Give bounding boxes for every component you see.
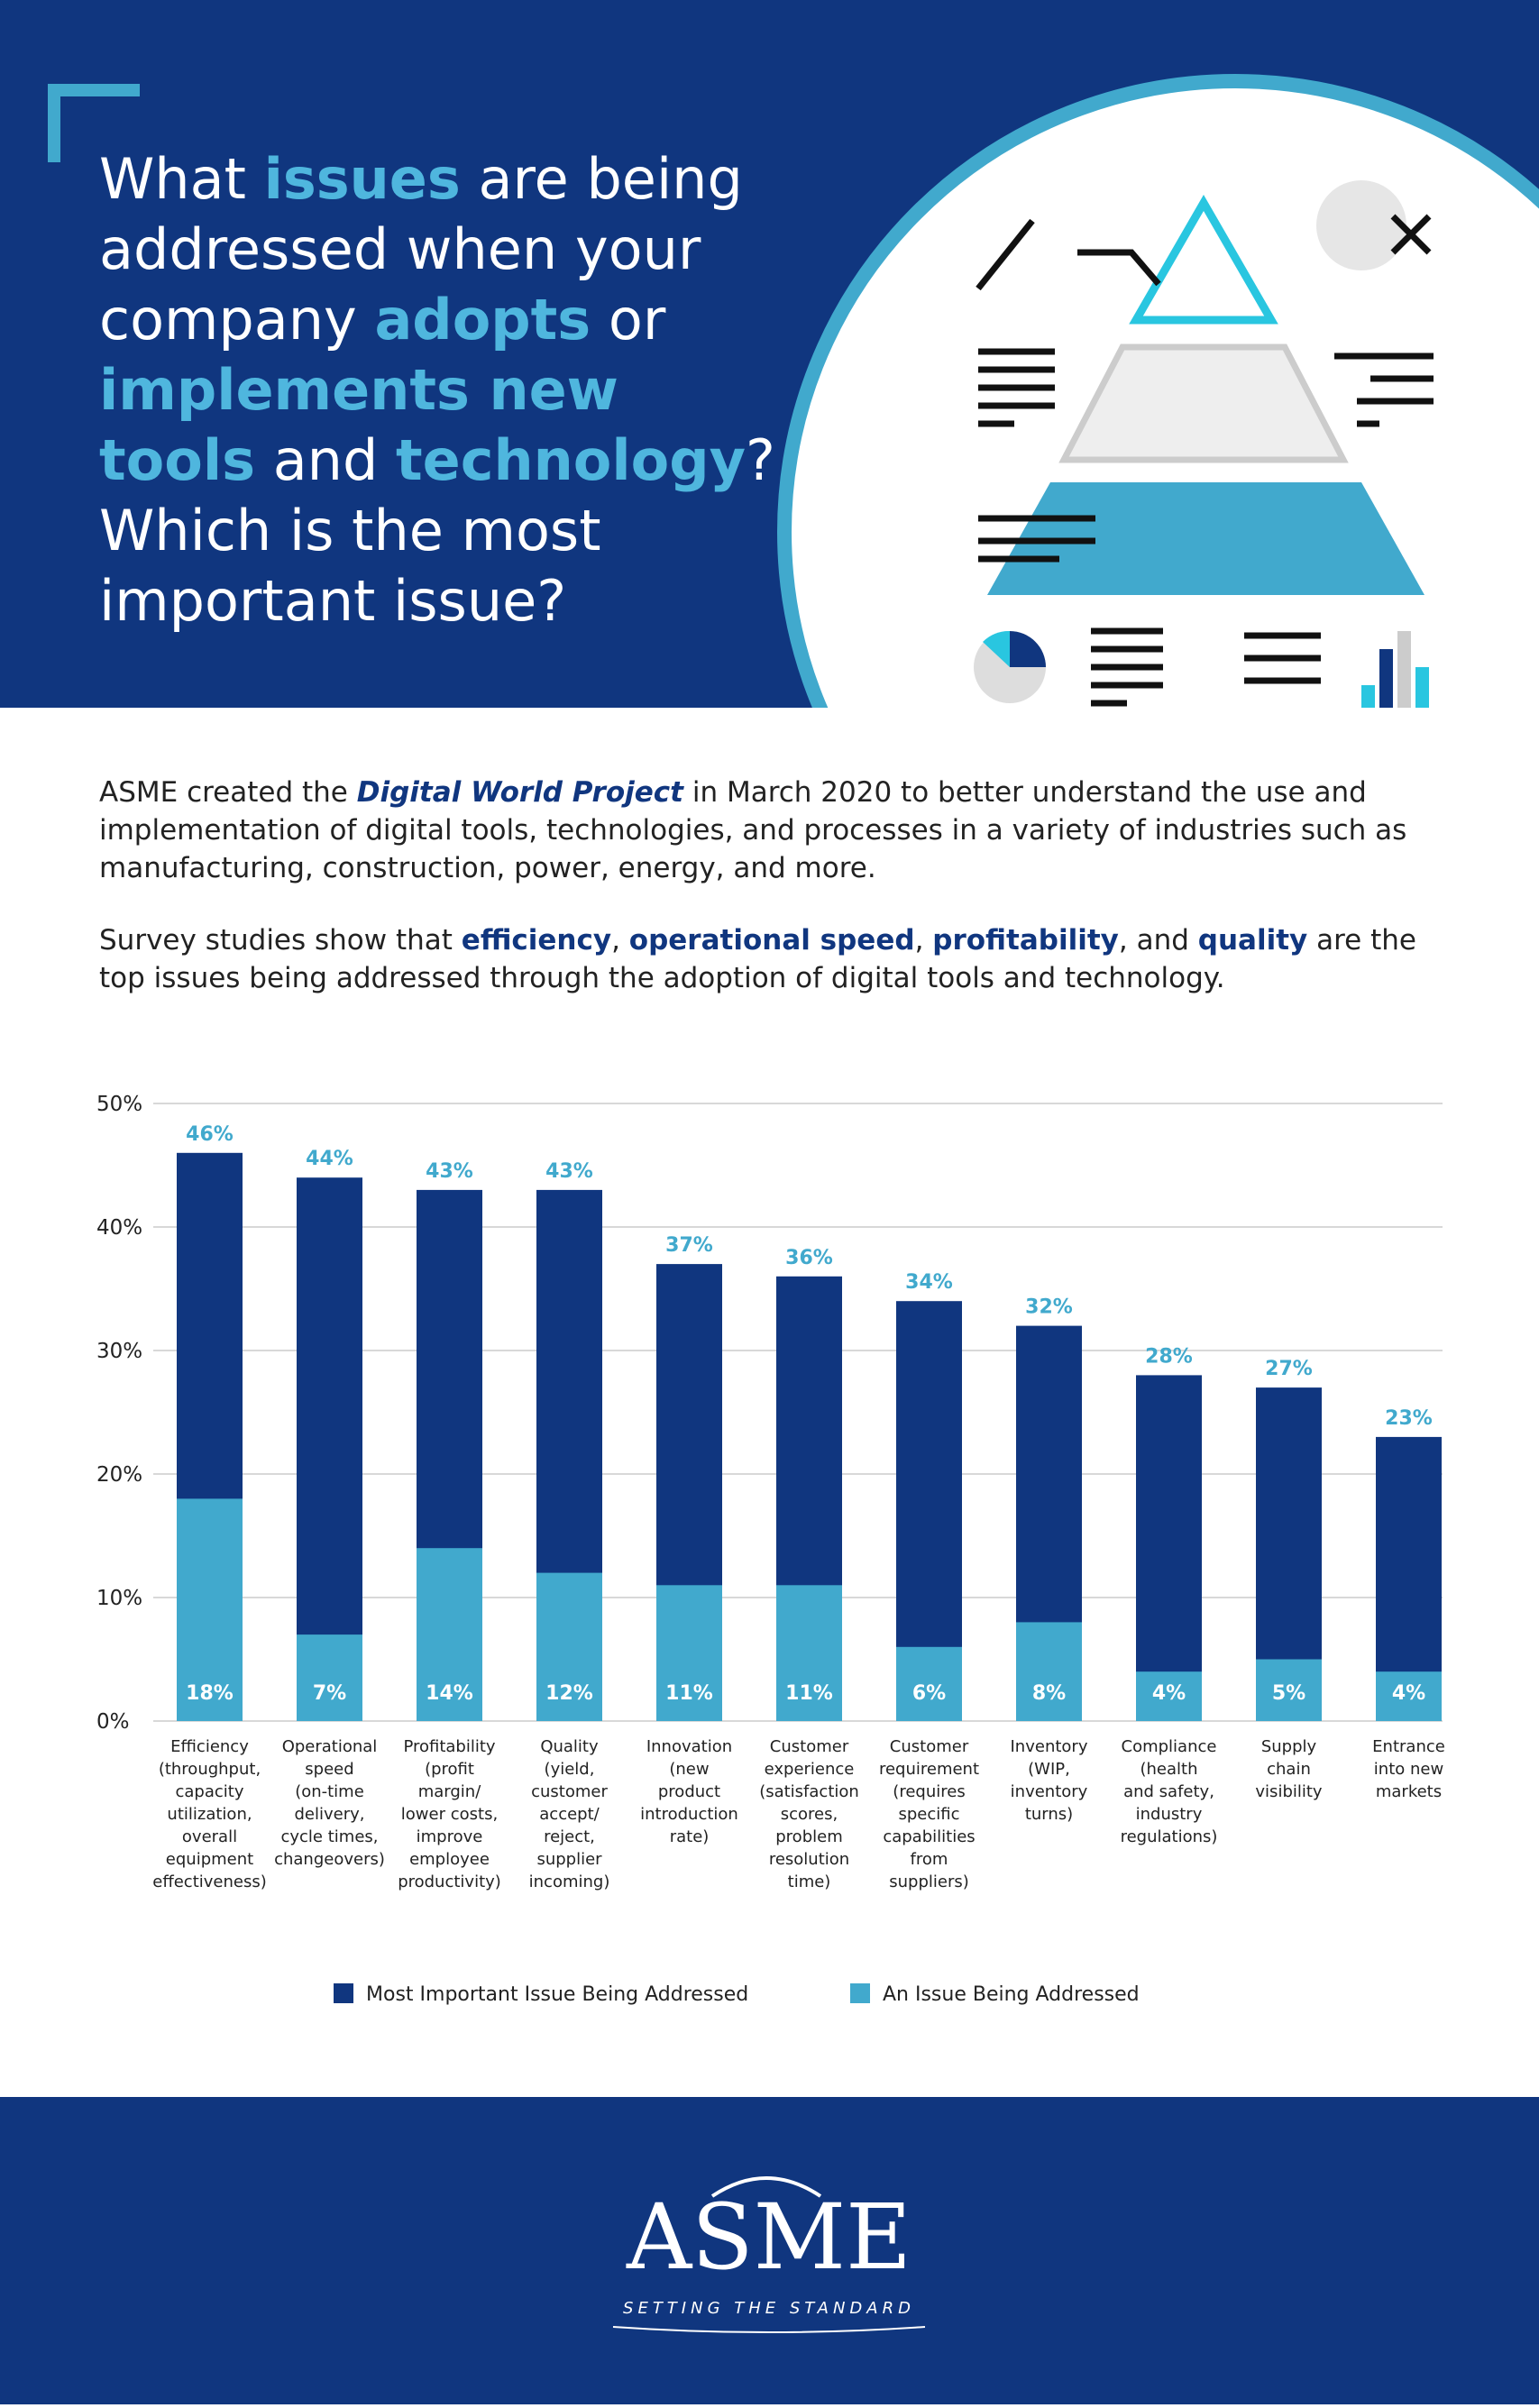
title: What issues are being addressed when your… [99, 146, 775, 634]
bar [656, 1585, 722, 1721]
deco [1316, 180, 1406, 270]
bar [776, 1585, 842, 1721]
data-label: 14% [426, 1682, 473, 1705]
data-label: 4% [1392, 1682, 1425, 1705]
header: What issues are being addressed when your… [0, 0, 1539, 708]
deco [1361, 685, 1375, 708]
header-art [48, 74, 1539, 708]
data-label: 27% [1265, 1358, 1313, 1380]
intro-paragraph: ASME created the Digital World Project i… [99, 776, 1407, 884]
y-tick-label: 20% [96, 1463, 142, 1487]
bar [1256, 1659, 1322, 1721]
deco-lines [978, 348, 1434, 707]
bar [1136, 1375, 1202, 1721]
legend-label: Most Important Issue Being Addressed [366, 1983, 748, 2006]
corner-bracket [48, 84, 140, 162]
data-label: 34% [905, 1271, 953, 1294]
legend-swatch [334, 1983, 353, 2003]
data-label: 7% [313, 1682, 346, 1705]
pyramid-bottom [987, 482, 1424, 595]
intro-paragraph: Survey studies show that efficiency, ope… [99, 924, 1416, 994]
chart: 0% 10% 20% 30% 40% 50% 46% 44% 43% 43% 37% 36% 34% 32… [96, 1093, 1443, 2006]
footer: ASME SETTING THE STANDARD [0, 2097, 1539, 2404]
data-label: 44% [306, 1148, 353, 1170]
x-tick-label: Entrance into new markets [1372, 1737, 1445, 1801]
y-tick-label: 0% [96, 1710, 130, 1734]
x-tick-label: Compliance (health and safety, industry … [1120, 1737, 1218, 1846]
data-label: 12% [545, 1682, 593, 1705]
bar [536, 1572, 602, 1721]
data-label: 46% [186, 1123, 234, 1146]
x-tick-label: Inventory (WIP, inventory turns) [1010, 1737, 1088, 1824]
data-label: 28% [1145, 1345, 1193, 1368]
x-tick-label: Customer requirement (requires specific … [878, 1737, 980, 1891]
y-tick-label: 40% [96, 1216, 142, 1240]
deco [1415, 667, 1429, 708]
pyramid-mid [1058, 343, 1349, 463]
x-tick-label: Operational speed (on-time delivery, cyc… [274, 1737, 385, 1869]
y-tick-label: 30% [96, 1340, 142, 1363]
bar [417, 1548, 482, 1721]
data-label: 18% [186, 1682, 234, 1705]
x-tick-label: Efficiency (throughput, capacity utiliza… [152, 1737, 267, 1891]
data-label: 32% [1025, 1296, 1073, 1319]
logo-swoosh [710, 2176, 822, 2198]
deco [983, 630, 1010, 667]
bar [177, 1498, 243, 1721]
deco [1379, 649, 1393, 708]
deco [1397, 631, 1411, 708]
deco [1390, 214, 1432, 255]
bar [1136, 1671, 1202, 1721]
bar [1376, 1671, 1442, 1721]
x-tick-label: Supply chain visibility [1255, 1737, 1323, 1801]
bar [297, 1634, 362, 1721]
x-tick-label: Quality (yield, customer accept/ reject,… [528, 1737, 610, 1891]
deco [1010, 631, 1046, 667]
logo-text: ASME [626, 2184, 911, 2290]
x-tick-label: Innovation (new product introduction rat… [640, 1737, 738, 1846]
data-label: 11% [785, 1682, 833, 1705]
logo-underline [612, 2326, 926, 2333]
data-label: 37% [665, 1234, 713, 1257]
bar [297, 1177, 362, 1721]
data-label: 43% [426, 1160, 473, 1183]
data-label: 6% [912, 1682, 946, 1705]
data-label: 11% [665, 1682, 713, 1705]
data-label: 43% [545, 1160, 593, 1183]
data-label: 8% [1032, 1682, 1066, 1705]
pyramid-top [1129, 194, 1278, 325]
data-label: 5% [1272, 1682, 1305, 1705]
tagline: SETTING THE STANDARD [623, 2299, 915, 2318]
data-label: 36% [785, 1247, 833, 1269]
legend-label: An Issue Being Addressed [883, 1983, 1140, 2006]
y-tick-label: 50% [96, 1093, 142, 1116]
x-tick-label: Customer experience (satisfaction scores… [759, 1737, 859, 1891]
y-tick-label: 10% [96, 1587, 142, 1610]
data-label: 23% [1385, 1407, 1433, 1430]
data-label: 4% [1152, 1682, 1186, 1705]
logo: ASME SETTING THE STANDARD [612, 2176, 926, 2333]
bar [896, 1646, 962, 1721]
legend-swatch [850, 1983, 870, 2003]
bar [1016, 1622, 1082, 1721]
x-tick-label: Profitability (profit margin/ lower cost… [398, 1737, 501, 1891]
deco [976, 218, 1161, 291]
